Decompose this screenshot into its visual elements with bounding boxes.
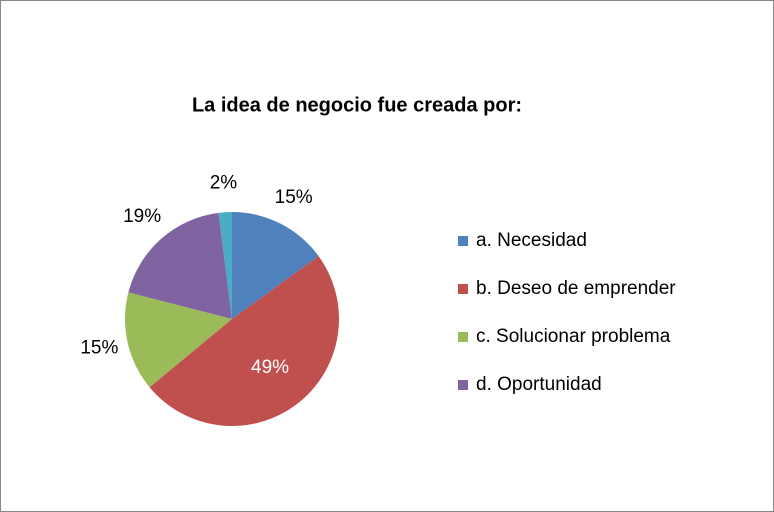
data-label: 15%: [80, 338, 118, 359]
legend-label: b. Deseo de emprender: [476, 278, 676, 299]
pie-slice: [218, 212, 232, 319]
pie-slice: [128, 212, 232, 319]
chart-title: La idea de negocio fue creada por:: [192, 94, 522, 116]
data-label: 19%: [123, 206, 161, 227]
legend-swatch: [458, 284, 468, 294]
data-label: 2%: [210, 172, 238, 193]
pie-slice: [124, 292, 232, 388]
pie-slice: [232, 211, 319, 319]
legend-swatch: [458, 236, 468, 246]
legend-label: c. Solucionar problema: [476, 326, 671, 347]
legend-label: d. Oportunidad: [476, 374, 602, 395]
pie-slice: [149, 256, 340, 427]
data-label: 49%: [251, 357, 289, 378]
legend-swatch: [458, 380, 468, 390]
legend-label: a. Necesidad: [476, 230, 587, 251]
legend-swatch: [458, 332, 468, 342]
data-label: 15%: [275, 187, 313, 208]
